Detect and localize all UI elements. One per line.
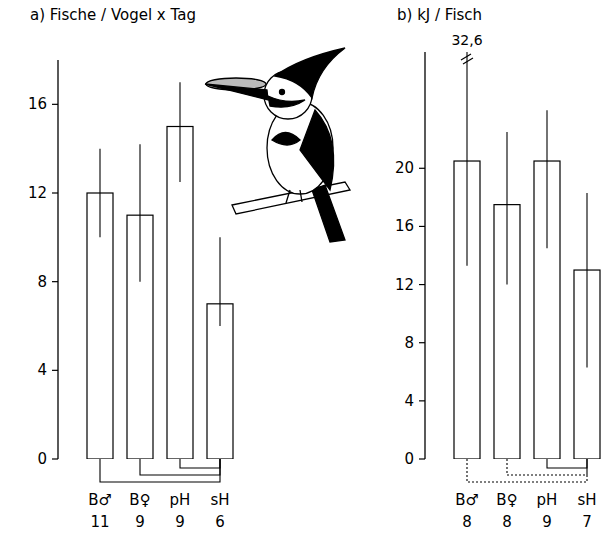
panel: b) kJ / Fisch 0 4 8 12 16 20 32,6 B♂ 8 B♀ 8 pH 9 sH 7 — [395, 0, 600, 531]
sample-size: 7 — [582, 513, 592, 531]
y-tick — [52, 370, 58, 371]
y-tick-label: 20 — [395, 159, 414, 177]
y-tick-label: 0 — [404, 450, 414, 468]
wing — [300, 110, 334, 190]
chart: a) Fische / Vogel x Tag 0 4 8 12 16 B♂ 11 B♀ 9 pH 9… — [0, 0, 610, 536]
error-bar — [179, 82, 180, 182]
significance-bracket — [140, 459, 220, 475]
y-tick-label: 0 — [37, 450, 47, 468]
error-bar — [219, 237, 220, 326]
sample-size: 9 — [135, 513, 145, 531]
category-label: sH — [210, 491, 229, 509]
crest — [275, 48, 345, 98]
y-tick-label: 4 — [37, 361, 47, 379]
category-label: pH — [537, 491, 558, 509]
error-bar — [506, 132, 507, 285]
axis-break — [463, 58, 473, 64]
significance-bracket — [467, 459, 587, 482]
y-axis — [424, 52, 425, 459]
panel: a) Fische / Vogel x Tag 0 4 8 12 16 B♂ 11 B♀ 9 pH 9… — [28, 6, 233, 531]
axis-break — [461, 54, 471, 60]
error-bar — [139, 144, 140, 281]
significance-bracket — [180, 459, 220, 468]
sample-size: 8 — [502, 513, 512, 531]
tail — [312, 185, 345, 242]
y-tick-label: 16 — [395, 217, 414, 235]
y-tick — [52, 281, 58, 282]
sample-size: 6 — [215, 513, 225, 531]
significance-bracket — [547, 459, 587, 468]
marks — [454, 52, 600, 459]
sample-size: 11 — [90, 513, 109, 531]
annotation: 32,6 — [451, 32, 482, 48]
category-label: B♂ — [88, 491, 112, 509]
y-tick — [52, 192, 58, 193]
panel-title: b) kJ / Fisch — [397, 6, 482, 24]
y-tick — [419, 342, 425, 343]
marks — [87, 82, 233, 459]
error-bar — [99, 149, 100, 238]
category-label: B♀ — [129, 491, 150, 509]
category-label: B♂ — [455, 491, 479, 509]
panel-title: a) Fische / Vogel x Tag — [30, 6, 196, 24]
bar — [207, 304, 233, 459]
y-tick — [419, 226, 425, 227]
y-tick-label: 8 — [37, 273, 47, 291]
y-axis — [57, 60, 58, 459]
y-tick — [419, 168, 425, 169]
y-tick — [419, 284, 425, 285]
error-bar — [546, 110, 547, 248]
feet — [286, 190, 302, 203]
y-tick — [419, 458, 425, 459]
significance-bracket — [100, 459, 220, 482]
breast-band — [272, 133, 300, 146]
kingfisher — [205, 48, 350, 242]
y-tick-label: 4 — [404, 392, 414, 410]
significance-bracket — [507, 459, 587, 475]
category-label: sH — [577, 491, 596, 509]
sample-size: 9 — [175, 513, 185, 531]
y-tick-label: 12 — [28, 184, 47, 202]
y-tick-label: 16 — [28, 95, 47, 113]
sample-size: 9 — [542, 513, 552, 531]
eye — [280, 90, 285, 95]
error-bar — [466, 52, 467, 266]
category-label: pH — [170, 491, 191, 509]
y-tick-label: 12 — [395, 276, 414, 294]
y-tick-label: 8 — [404, 334, 414, 352]
eye-stripe — [268, 96, 305, 107]
error-bar — [586, 193, 587, 367]
beak — [205, 84, 268, 100]
category-label: B♀ — [496, 491, 517, 509]
sample-size: 8 — [462, 513, 472, 531]
y-tick — [419, 400, 425, 401]
y-tick — [52, 458, 58, 459]
y-tick — [52, 104, 58, 105]
